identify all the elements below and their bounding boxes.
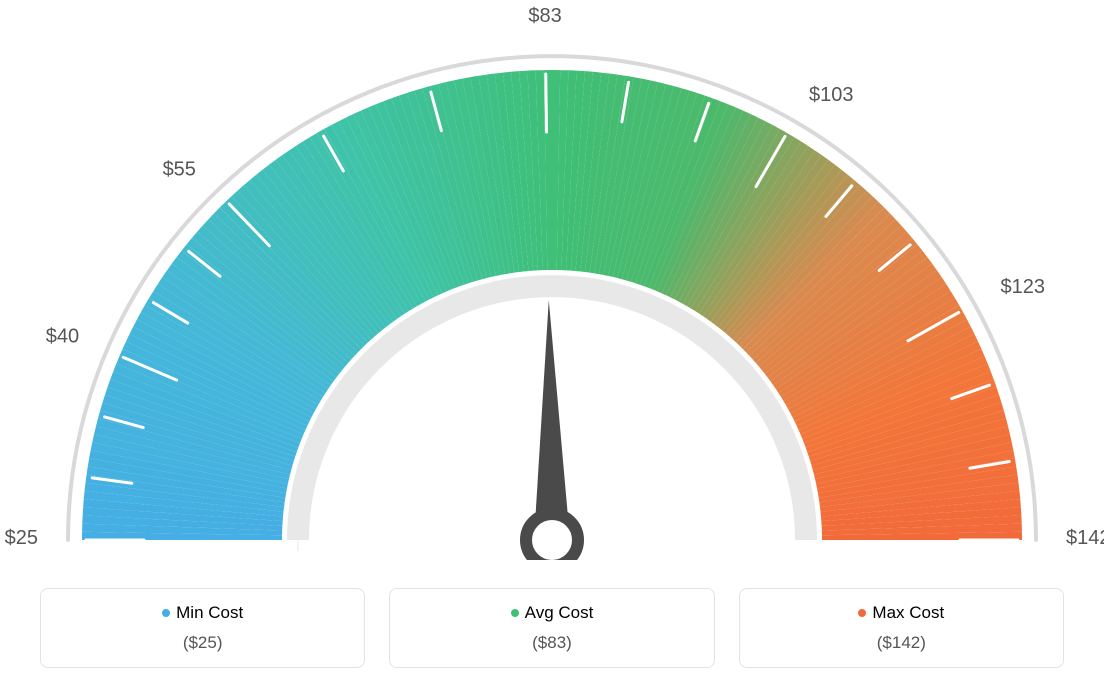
gauge-hub bbox=[526, 514, 578, 560]
gauge-needle bbox=[534, 300, 570, 540]
legend-row: Min Cost ($25) Avg Cost ($83) Max Cost (… bbox=[40, 588, 1064, 668]
legend-card-avg: Avg Cost ($83) bbox=[389, 588, 714, 668]
gauge-tick-label: $103 bbox=[809, 84, 854, 106]
gauge-tick-label: $83 bbox=[528, 5, 561, 27]
legend-title-text-min: Min Cost bbox=[176, 603, 243, 622]
gauge-chart: $25 $40 $55 $83 $103 $123 $142 bbox=[0, 0, 1104, 560]
legend-card-min: Min Cost ($25) bbox=[40, 588, 365, 668]
gauge-tick-label: $25 bbox=[5, 527, 38, 549]
gauge-tick-label: $55 bbox=[163, 158, 196, 180]
legend-value-max: ($142) bbox=[750, 633, 1053, 653]
legend-dot-avg bbox=[511, 609, 519, 617]
gauge-tick-label: $123 bbox=[1001, 276, 1046, 298]
legend-title-text-max: Max Cost bbox=[872, 603, 944, 622]
gauge-svg: $25 $40 $55 $83 $103 $123 $142 bbox=[0, 0, 1104, 560]
gauge-tick-label: $142 bbox=[1066, 527, 1104, 549]
legend-title-text-avg: Avg Cost bbox=[525, 603, 594, 622]
gauge-tick-label: $40 bbox=[46, 326, 79, 348]
legend-value-avg: ($83) bbox=[400, 633, 703, 653]
legend-title-max: Max Cost bbox=[750, 603, 1053, 623]
legend-dot-min bbox=[162, 609, 170, 617]
legend-title-avg: Avg Cost bbox=[400, 603, 703, 623]
legend-title-min: Min Cost bbox=[51, 603, 354, 623]
legend-card-max: Max Cost ($142) bbox=[739, 588, 1064, 668]
legend-dot-max bbox=[858, 609, 866, 617]
legend-value-min: ($25) bbox=[51, 633, 354, 653]
